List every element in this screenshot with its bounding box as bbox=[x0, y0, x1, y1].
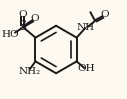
Text: NH: NH bbox=[77, 23, 95, 32]
Text: S: S bbox=[19, 20, 27, 33]
Text: O: O bbox=[31, 14, 39, 23]
Text: HO: HO bbox=[1, 30, 19, 39]
Text: OH: OH bbox=[78, 64, 95, 73]
Text: O: O bbox=[18, 10, 27, 19]
Text: NH₂: NH₂ bbox=[18, 67, 41, 76]
Text: O: O bbox=[101, 10, 109, 19]
